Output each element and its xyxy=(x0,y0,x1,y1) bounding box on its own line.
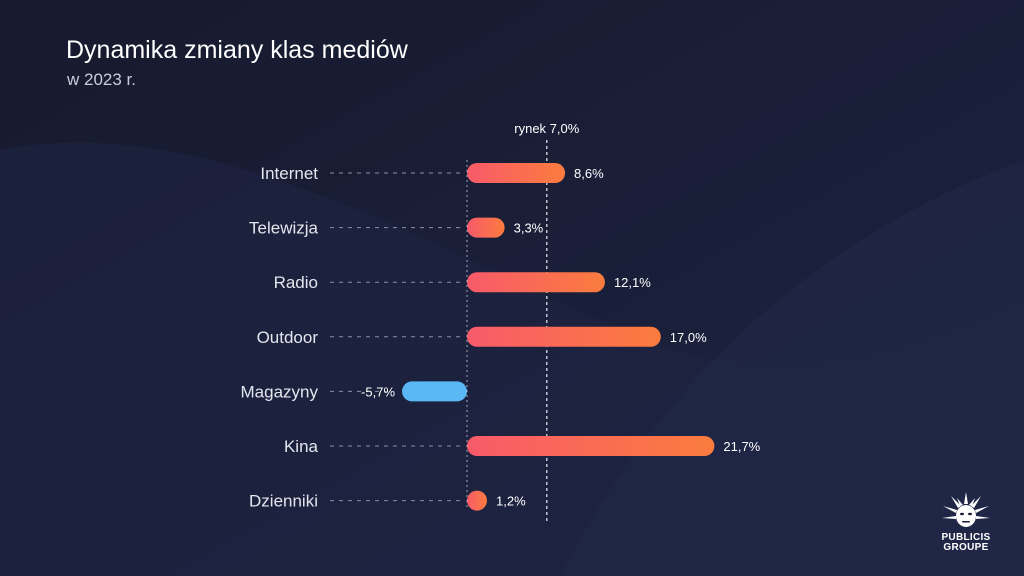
category-label: Dzienniki xyxy=(249,492,318,511)
bar xyxy=(402,381,467,402)
logo-line-2: GROUPE xyxy=(943,542,989,553)
data-label: 3,3% xyxy=(514,221,544,236)
data-label: 8,6% xyxy=(574,166,604,181)
data-label: 12,1% xyxy=(614,275,651,290)
data-label: 21,7% xyxy=(723,439,760,454)
data-label: 17,0% xyxy=(670,330,707,345)
page-subtitle: w 2023 r. xyxy=(67,70,136,89)
bar xyxy=(467,436,715,456)
bar xyxy=(467,163,566,183)
category-label: Kina xyxy=(284,437,319,456)
category-label: Internet xyxy=(260,164,318,183)
page-title: Dynamika zmiany klas mediów xyxy=(66,36,408,64)
category-label: Outdoor xyxy=(257,328,319,347)
bar xyxy=(467,326,661,347)
data-label: -5,7% xyxy=(361,384,395,399)
category-label: Telewizja xyxy=(249,219,319,238)
reference-line-label: rynek 7,0% xyxy=(514,121,579,136)
category-label: Radio xyxy=(274,273,318,292)
sun-face-icon xyxy=(942,492,990,527)
category-label: Magazyny xyxy=(241,382,319,401)
publicis-logo: PUBLICIS GROUPE xyxy=(930,492,1002,553)
logo-line-1: PUBLICIS xyxy=(941,532,991,543)
bar xyxy=(467,272,605,293)
bar xyxy=(467,490,487,511)
bar xyxy=(467,217,505,238)
data-label: 1,2% xyxy=(496,494,526,509)
